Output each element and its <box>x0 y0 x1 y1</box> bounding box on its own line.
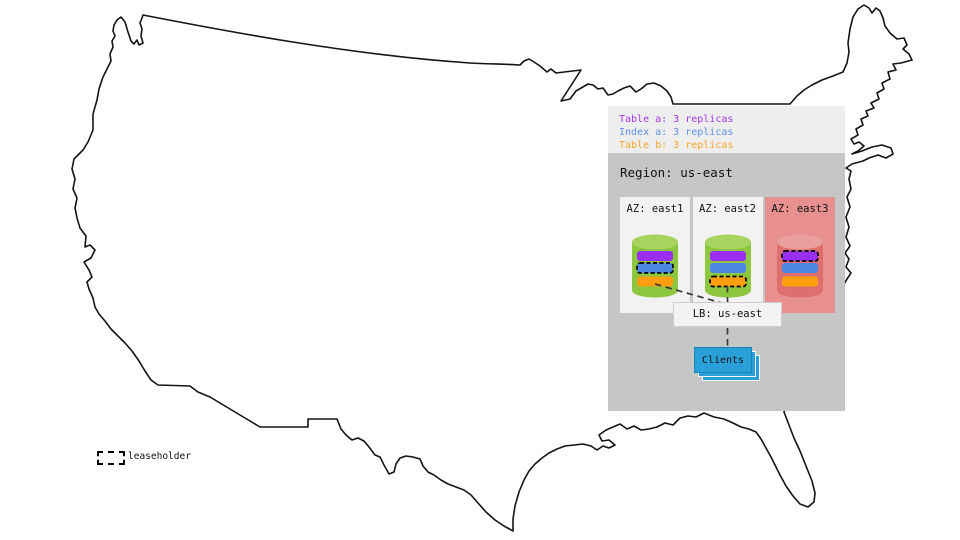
leaseholder-label: leaseholder <box>128 451 191 462</box>
database-cylinder-east1 <box>632 234 678 298</box>
load-balancer-box: LB: us-east <box>673 302 782 327</box>
replica-bar-index-a <box>636 262 674 274</box>
replica-bar-table-a <box>781 250 819 262</box>
legend-item-table-a: Table a: 3 replicas <box>619 114 734 125</box>
replica-bar-table-b <box>708 275 747 288</box>
leaseholder-dashed-swatch <box>97 451 125 465</box>
replica-bar-table-b <box>782 276 818 287</box>
az-east2-label: AZ: east2 <box>699 203 756 215</box>
az-east3-box-highlighted: AZ: east3 <box>765 197 835 313</box>
replica-bar-table-a <box>709 251 746 261</box>
az-east3-label: AZ: east3 <box>771 203 829 215</box>
az-east2-box: AZ: east2 <box>692 197 763 313</box>
us-border-path <box>71 4 913 532</box>
clients-box: Clients <box>694 347 752 373</box>
database-cylinder-east2 <box>704 234 751 298</box>
region-us-east-panel: Region: us-east AZ: east1 AZ: east2 AZ: … <box>608 153 845 411</box>
legend-item-table-b: Table b: 3 replicas <box>619 140 734 151</box>
database-cylinder-east3 <box>777 234 823 298</box>
legend-item-index-a: Index a: 3 replicas <box>619 127 734 138</box>
replica-bar-index-a <box>782 263 818 273</box>
replica-bar-table-a <box>637 251 673 261</box>
replica-bar-table-b <box>637 276 673 287</box>
region-title: Region: us-east <box>620 165 733 180</box>
replica-legend-panel: Table a: 3 replicas Index a: 3 replicas … <box>608 106 845 153</box>
az-east1-label: AZ: east1 <box>626 203 684 215</box>
replica-bar-index-a <box>709 263 746 273</box>
az-east1-box: AZ: east1 <box>620 197 690 313</box>
